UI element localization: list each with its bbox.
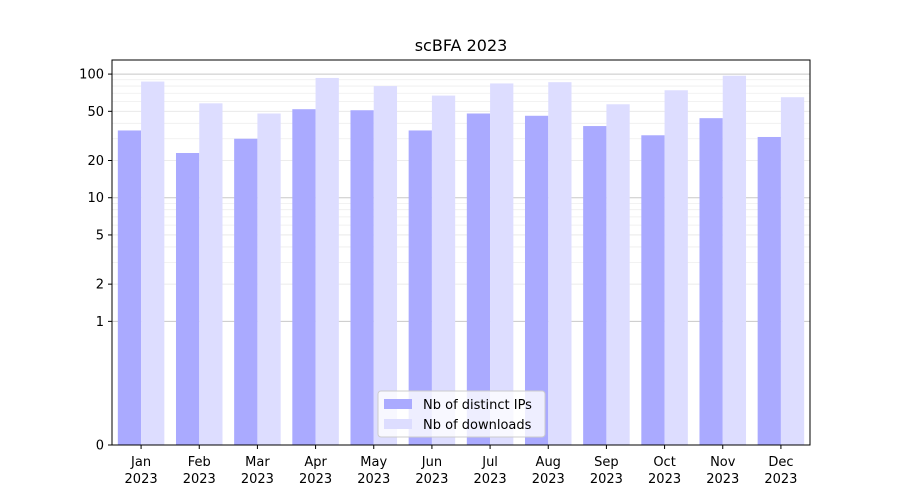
legend-box	[377, 390, 546, 438]
y-tick-label: 100	[79, 68, 104, 83]
bar-distinct-ips	[350, 110, 374, 445]
bar-downloads	[490, 83, 514, 445]
x-tick-label: Dec 2023	[764, 455, 797, 487]
y-tick-label: 10	[87, 191, 104, 206]
bar-downloads	[199, 103, 223, 445]
bar-distinct-ips	[175, 153, 200, 445]
bar-distinct-ips	[408, 130, 432, 445]
x-tick-label: Oct 2023	[648, 455, 681, 487]
x-tick-label: Feb 2023	[183, 455, 216, 487]
x-tick-label: Jun 2023	[415, 455, 448, 487]
bar-downloads	[257, 113, 281, 446]
grid-lines	[112, 73, 810, 322]
bar-distinct-ips	[524, 115, 549, 446]
bar-downloads	[141, 81, 165, 445]
y-tick-label: 2	[96, 278, 104, 293]
x-tick-label: Jul 2023	[474, 455, 507, 487]
bar-downloads	[780, 97, 805, 446]
y-tick-label: 20	[87, 154, 104, 169]
y-tick-label: 1	[96, 315, 104, 330]
legend-label: Nb of downloads	[423, 418, 532, 433]
x-tick-label: Jan 2023	[125, 455, 158, 487]
bars	[117, 75, 805, 446]
x-tick-label: Nov 2023	[706, 455, 739, 487]
bar-distinct-ips	[117, 130, 142, 445]
y-tick-label: 50	[87, 105, 104, 120]
bar-downloads	[431, 95, 456, 445]
bar-downloads	[722, 75, 747, 445]
bar-downloads	[606, 104, 630, 445]
plot-frame	[111, 59, 811, 446]
legend-label: Nb of distinct IPs	[423, 398, 532, 413]
bar-downloads	[664, 90, 688, 445]
bar-distinct-ips	[757, 136, 781, 445]
bar-distinct-ips	[699, 118, 723, 446]
x-tick-label: Mar 2023	[241, 455, 274, 487]
bar-downloads	[315, 77, 339, 446]
legend-swatch	[384, 419, 412, 429]
bar-downloads	[373, 86, 398, 446]
bar-downloads	[548, 82, 572, 446]
bar-distinct-ips	[292, 109, 316, 445]
y-tick-label: 5	[96, 228, 104, 243]
axes: 0 1 2 5 10 20 50 100 Jan 2023 Feb 2023 Mar 2023 Apr 202…	[79, 59, 811, 487]
bar-distinct-ips	[466, 113, 491, 446]
x-tick-label: Sep 2023	[590, 455, 623, 487]
y-tick-label: 0	[96, 439, 104, 454]
legend: Nb of distinct IPs Nb of downloads	[377, 390, 546, 438]
bar-distinct-ips	[234, 138, 258, 446]
chart-title: scBFA 2023	[415, 36, 508, 55]
x-tick-label: Aug 2023	[532, 455, 565, 487]
x-tick-label: Apr 2023	[299, 455, 332, 487]
bar-distinct-ips	[641, 135, 665, 445]
bar-distinct-ips	[583, 126, 607, 445]
x-tick-label: May 2023	[357, 455, 390, 487]
legend-swatch	[384, 399, 412, 409]
